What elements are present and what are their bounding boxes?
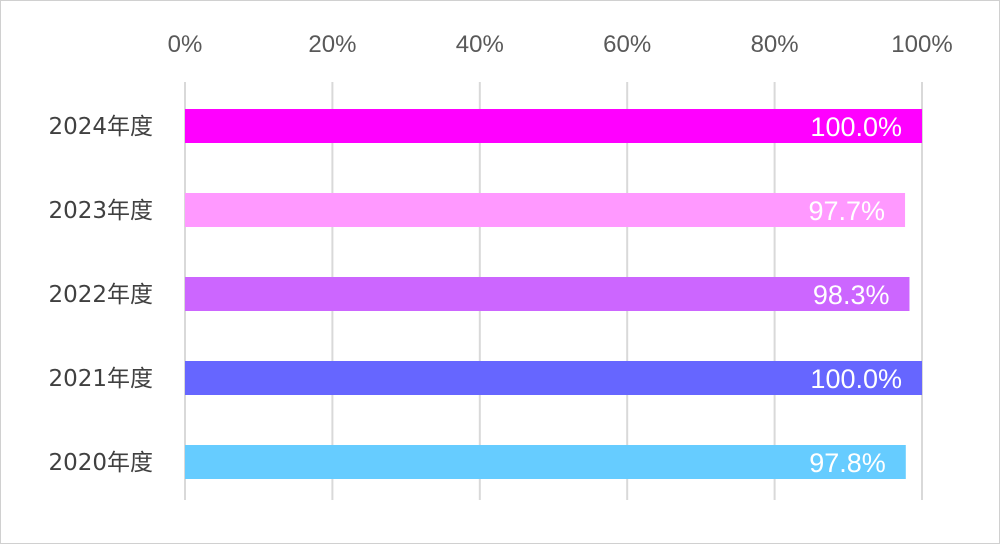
x-tick-label: 60% [603, 31, 651, 58]
bar [185, 445, 906, 479]
bar [185, 361, 922, 395]
bar [185, 109, 922, 143]
bar [185, 193, 906, 227]
x-tick-label: 0% [168, 31, 203, 58]
data-label: 100.0% [810, 364, 902, 394]
category-label: 2021年度 [48, 366, 153, 392]
category-label: 2020年度 [48, 450, 153, 476]
category-label: 2023年度 [48, 198, 153, 224]
bar [185, 277, 910, 311]
x-tick-label: 80% [751, 31, 799, 58]
data-label: 98.3% [813, 280, 890, 310]
category-label: 2022年度 [48, 282, 153, 308]
x-tick-label: 100% [891, 31, 952, 58]
data-label: 97.7% [808, 196, 885, 226]
x-tick-label: 40% [456, 31, 504, 58]
category-label: 2024年度 [48, 114, 153, 140]
data-label: 97.8% [809, 448, 886, 478]
x-tick-label: 20% [308, 31, 356, 58]
data-label: 100.0% [810, 112, 902, 142]
